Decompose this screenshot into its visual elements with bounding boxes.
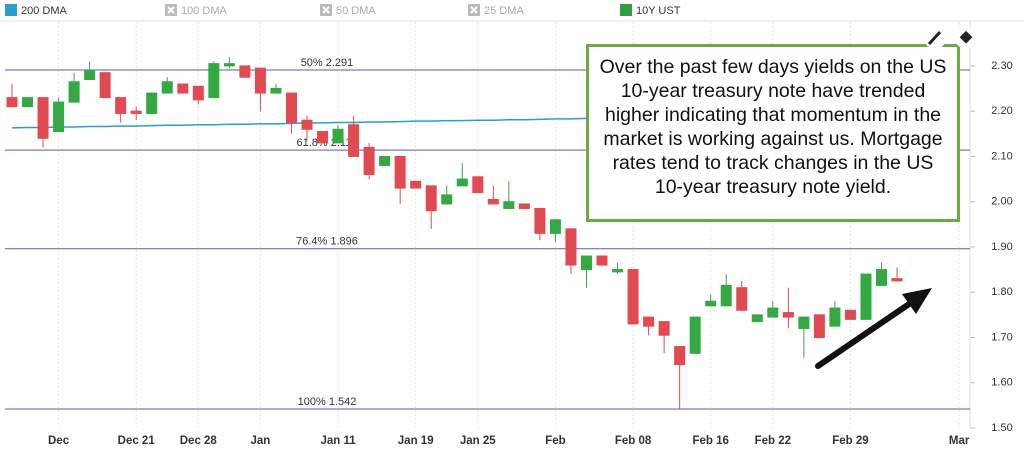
x-tick-label: Dec <box>48 435 70 447</box>
y-tick-label: 1.50 <box>991 422 1012 434</box>
legend-swatch <box>620 4 632 16</box>
candle-body <box>612 269 624 273</box>
x-tick-label: Feb 29 <box>832 435 868 447</box>
legend-label: 50 DMA <box>336 5 376 17</box>
candle-body <box>332 128 344 144</box>
candle-body <box>177 83 189 94</box>
candle-body <box>254 67 266 94</box>
candle-body <box>379 155 391 166</box>
candle-body <box>425 185 437 212</box>
legend-x <box>322 6 330 14</box>
legend-label: 100 DMA <box>181 5 228 17</box>
candle-body <box>285 92 297 123</box>
candle-body <box>875 269 887 286</box>
candle-body <box>410 180 422 189</box>
candle-body <box>68 81 80 103</box>
candle-body <box>115 97 127 114</box>
x-tick-label: Jan <box>251 435 271 447</box>
candle-body <box>161 81 173 94</box>
candle-body <box>301 119 313 130</box>
candle-body <box>720 284 732 307</box>
y-tick-label: 2.30 <box>991 60 1012 72</box>
candle-body <box>658 321 670 336</box>
candle-body <box>99 72 111 99</box>
candle-body <box>223 63 235 67</box>
level-label: 100% 1.542 <box>298 396 357 408</box>
y-tick-label: 1.70 <box>991 331 1012 343</box>
candle-body <box>348 124 360 157</box>
candle-body <box>782 312 794 318</box>
x-tick-label: Jan 19 <box>398 435 434 447</box>
legend-x <box>167 6 175 14</box>
candle-body <box>798 316 810 329</box>
candle-body <box>456 178 468 187</box>
candle-body <box>844 309 856 320</box>
legend-swatch <box>5 4 17 16</box>
y-tick-label: 2.00 <box>991 196 1012 208</box>
candle-body <box>239 65 251 78</box>
candle-body <box>84 69 96 80</box>
candle-body <box>565 228 577 266</box>
candle-body <box>394 155 406 189</box>
candle-body <box>736 287 748 311</box>
candle-body <box>767 307 779 318</box>
x-tick-label: Jan 25 <box>460 435 496 447</box>
candle-body <box>705 300 717 307</box>
candle-body <box>813 314 825 338</box>
y-tick-label: 2.20 <box>991 105 1012 117</box>
x-tick-label: Dec 21 <box>118 435 156 447</box>
x-tick-label: Feb 08 <box>615 435 652 447</box>
candle-body <box>487 198 499 205</box>
x-tick-label: Mar <box>949 435 970 447</box>
candle-body <box>6 97 18 108</box>
level-label: 50% 2.291 <box>301 57 354 69</box>
candle-body <box>627 269 639 325</box>
legend-label: 25 DMA <box>484 5 524 17</box>
candle-body <box>549 219 561 234</box>
x-tick-label: Jan 11 <box>320 435 356 447</box>
candle-body <box>891 278 903 282</box>
legend-label: 200 DMA <box>21 5 68 17</box>
legend-label: 10Y UST <box>636 5 681 17</box>
candle-body <box>518 203 530 209</box>
candle-body <box>317 131 329 144</box>
candle-body <box>146 92 158 114</box>
candle-body <box>130 110 142 114</box>
candle-body <box>534 207 546 234</box>
candle-body <box>363 146 375 176</box>
candle-body <box>643 316 655 327</box>
x-tick-label: Feb 16 <box>692 435 728 447</box>
candle-body <box>208 63 220 99</box>
candle-body <box>37 97 49 139</box>
candle-body <box>596 255 608 266</box>
annotation: Over the past few days yields on the US … <box>586 44 960 222</box>
candle-body <box>751 314 763 323</box>
candle-body <box>192 85 204 101</box>
candle-body <box>503 201 515 209</box>
candle-body <box>860 273 872 320</box>
level-label: 76.4% 1.896 <box>296 236 358 248</box>
x-tick-label: Feb 22 <box>755 435 791 447</box>
candle-body <box>22 97 34 108</box>
y-tick-label: 2.10 <box>991 150 1012 162</box>
candle-body <box>829 307 841 327</box>
candle-body <box>472 176 484 194</box>
legend-x <box>470 6 478 14</box>
candle-body <box>53 101 65 133</box>
candle-body <box>689 316 701 354</box>
y-tick-label: 1.80 <box>991 286 1012 298</box>
candle-body <box>441 194 453 205</box>
y-tick-label: 1.90 <box>991 241 1012 253</box>
x-tick-label: Dec 28 <box>180 435 218 447</box>
candle-body <box>270 88 282 94</box>
candle-body <box>580 255 592 271</box>
x-tick-label: Feb <box>545 435 565 447</box>
y-tick-label: 1.60 <box>991 377 1012 389</box>
candle-body <box>674 346 686 366</box>
